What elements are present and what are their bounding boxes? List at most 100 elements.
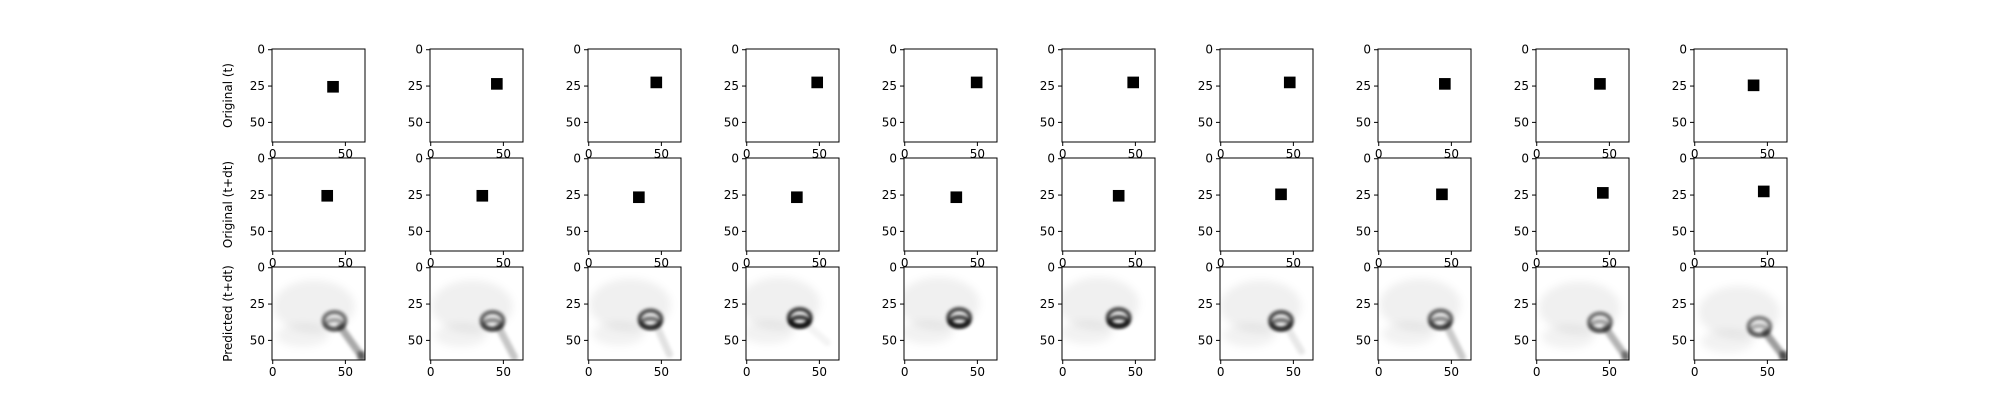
panel-frame: [1377, 157, 1472, 252]
panel-frame: [429, 266, 524, 361]
y-tick-label: 25: [566, 297, 581, 311]
row-label: Original (t+dt): [221, 161, 235, 248]
y-tick-label: 0: [1679, 152, 1687, 166]
panel-frame: [1219, 157, 1314, 252]
object-square: [1275, 188, 1287, 201]
y-tick-label: 50: [1514, 115, 1529, 129]
object-square: [491, 78, 503, 90]
prediction-halo: [1382, 322, 1435, 346]
object-square: [1127, 76, 1140, 89]
prediction-halo: [434, 323, 487, 347]
y-tick-label: 0: [1679, 261, 1687, 275]
panel-background: [272, 158, 365, 251]
y-tick-label: 50: [1672, 333, 1687, 347]
prediction-tail: [1283, 322, 1306, 355]
y-tick-label: 25: [882, 79, 897, 93]
x-tick-label: 0: [1059, 147, 1067, 161]
y-tick-label: 50: [724, 224, 739, 238]
x-tick-label: 50: [1286, 365, 1301, 379]
x-tick-label: 0: [743, 256, 751, 270]
y-tick-label: 0: [573, 261, 581, 275]
y-tick-label: 50: [1356, 333, 1371, 347]
panel-frame: [903, 266, 998, 361]
panel-background: [588, 158, 681, 251]
x-tick-label: 50: [654, 365, 669, 379]
prediction-tail: [1442, 321, 1466, 360]
y-tick-label: 50: [250, 224, 265, 238]
panel-frame: [745, 48, 840, 143]
object-square: [1436, 188, 1448, 201]
y-tick-label: 25: [1198, 188, 1213, 202]
y-tick-label: 0: [731, 261, 739, 275]
panel-frame: [1535, 157, 1630, 252]
panel-frame: [1693, 157, 1788, 252]
panel-background: [1694, 49, 1787, 142]
y-tick-label: 0: [573, 43, 581, 57]
panel-frame: [1693, 266, 1788, 361]
object-square: [321, 189, 334, 202]
y-tick-label: 50: [1356, 224, 1371, 238]
prediction-halo: [904, 320, 954, 345]
panel-background: [904, 49, 997, 142]
panel-background: [430, 158, 523, 251]
object-square: [1112, 189, 1125, 202]
panel-background: [1378, 158, 1471, 251]
y-tick-label: 50: [1672, 224, 1687, 238]
panel-background: [1536, 49, 1629, 142]
y-tick-label: 0: [1047, 43, 1055, 57]
x-tick-label: 0: [1217, 256, 1225, 270]
y-tick-label: 0: [415, 261, 423, 275]
prediction-halo: [1062, 320, 1113, 345]
prediction-core: [1589, 319, 1611, 333]
panel-frame: [587, 266, 682, 361]
y-tick-label: 0: [1679, 43, 1687, 57]
y-tick-label: 50: [566, 333, 581, 347]
object-square: [970, 76, 983, 89]
prediction-core: [1107, 314, 1130, 329]
panel-background: [1220, 158, 1313, 251]
y-tick-label: 25: [882, 188, 897, 202]
y-tick-label: 50: [1356, 115, 1371, 129]
prediction-core: [1429, 316, 1452, 330]
object-square: [633, 191, 645, 204]
panel-background: [746, 49, 839, 142]
row-label: Predicted (t+dt): [221, 265, 235, 362]
panel-frame: [587, 48, 682, 143]
y-tick-label: 50: [724, 333, 739, 347]
y-tick-label: 25: [566, 188, 581, 202]
panel-background: [272, 49, 365, 142]
panel-frame: [1219, 48, 1314, 143]
y-tick-label: 0: [1205, 152, 1213, 166]
x-tick-label: 50: [1128, 365, 1143, 379]
y-tick-label: 50: [1040, 333, 1055, 347]
y-tick-label: 50: [1514, 224, 1529, 238]
object-square: [1757, 185, 1770, 198]
y-tick-label: 0: [1363, 43, 1371, 57]
prediction-corner: [357, 351, 365, 360]
prediction-core: [323, 317, 346, 331]
y-tick-label: 0: [1521, 261, 1529, 275]
y-tick-label: 25: [566, 79, 581, 93]
x-tick-label: 0: [1059, 256, 1067, 270]
y-tick-label: 50: [566, 224, 581, 238]
prediction-core: [948, 314, 971, 329]
panel-background: [904, 158, 997, 251]
x-tick-label: 50: [1444, 365, 1459, 379]
y-tick-label: 50: [882, 224, 897, 238]
y-tick-label: 50: [250, 115, 265, 129]
prediction-tail: [801, 320, 832, 347]
y-tick-label: 0: [731, 152, 739, 166]
y-tick-label: 0: [1047, 261, 1055, 275]
panel-frame: [745, 266, 840, 361]
y-tick-label: 0: [257, 43, 265, 57]
